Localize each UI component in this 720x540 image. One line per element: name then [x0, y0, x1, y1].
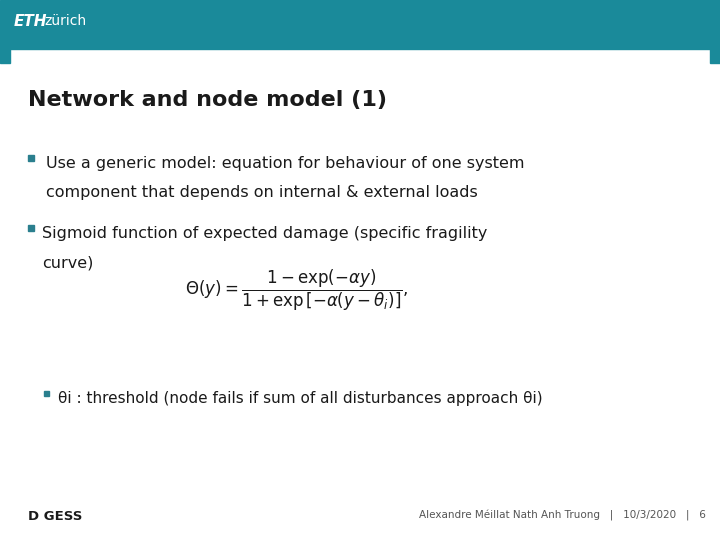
Text: component that depends on internal & external loads: component that depends on internal & ext…	[46, 185, 478, 200]
Text: Network and node model (1): Network and node model (1)	[28, 90, 387, 110]
Bar	[0, 42, 720, 49]
Text: D GESS: D GESS	[28, 510, 82, 523]
Text: ETH: ETH	[14, 14, 48, 29]
Text: curve): curve)	[42, 255, 94, 270]
Bar	[28, 155, 34, 161]
Bar	[28, 225, 34, 231]
Text: Sigmoid function of expected damage (specific fragility: Sigmoid function of expected damage (spe…	[42, 226, 487, 241]
Bar	[0, 0, 720, 42]
Bar	[710, 49, 720, 63]
Text: Use a generic model: equation for behaviour of one system: Use a generic model: equation for behavi…	[46, 156, 524, 171]
Text: zürich: zürich	[44, 14, 86, 28]
Text: $\Theta(y) = \dfrac{1-\exp(-\alpha y)}{1+\exp\left[-\alpha\left(y-\theta_i\right: $\Theta(y) = \dfrac{1-\exp(-\alpha y)}{1…	[185, 268, 408, 313]
Text: Alexandre Méillat Nath Anh Truong   |   10/3/2020   |   6: Alexandre Méillat Nath Anh Truong | 10/3…	[419, 510, 706, 521]
Text: θi : threshold (node fails if sum of all disturbances approach θi): θi : threshold (node fails if sum of all…	[58, 391, 543, 406]
Bar	[0, 49, 10, 63]
Bar	[44, 391, 49, 396]
